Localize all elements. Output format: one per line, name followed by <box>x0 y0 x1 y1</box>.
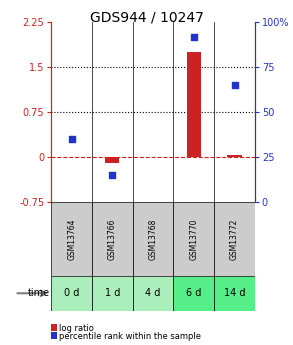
Bar <box>92 276 133 310</box>
Bar <box>173 202 214 276</box>
Text: 14 d: 14 d <box>224 288 245 298</box>
Bar <box>214 202 255 276</box>
Text: time: time <box>28 288 50 298</box>
Text: 4 d: 4 d <box>145 288 161 298</box>
Bar <box>105 157 120 163</box>
Bar <box>51 202 92 276</box>
Text: GSM13768: GSM13768 <box>149 218 158 259</box>
Bar <box>92 202 133 276</box>
Text: GSM13766: GSM13766 <box>108 218 117 260</box>
Text: 6 d: 6 d <box>186 288 202 298</box>
Text: GSM13770: GSM13770 <box>189 218 198 260</box>
Point <box>110 172 115 178</box>
Point <box>192 34 196 40</box>
Bar <box>133 276 173 310</box>
Point <box>69 136 74 142</box>
Text: GDS944 / 10247: GDS944 / 10247 <box>90 10 203 24</box>
Text: log ratio: log ratio <box>59 324 94 333</box>
Text: GSM13772: GSM13772 <box>230 218 239 259</box>
Bar <box>173 276 214 310</box>
Text: GSM13764: GSM13764 <box>67 218 76 260</box>
Text: 0 d: 0 d <box>64 288 79 298</box>
Bar <box>187 52 201 157</box>
Bar <box>227 155 242 157</box>
Bar <box>51 276 92 310</box>
Point <box>232 82 237 88</box>
Bar <box>133 202 173 276</box>
Bar <box>214 276 255 310</box>
Text: 1 d: 1 d <box>105 288 120 298</box>
Text: percentile rank within the sample: percentile rank within the sample <box>59 332 202 341</box>
